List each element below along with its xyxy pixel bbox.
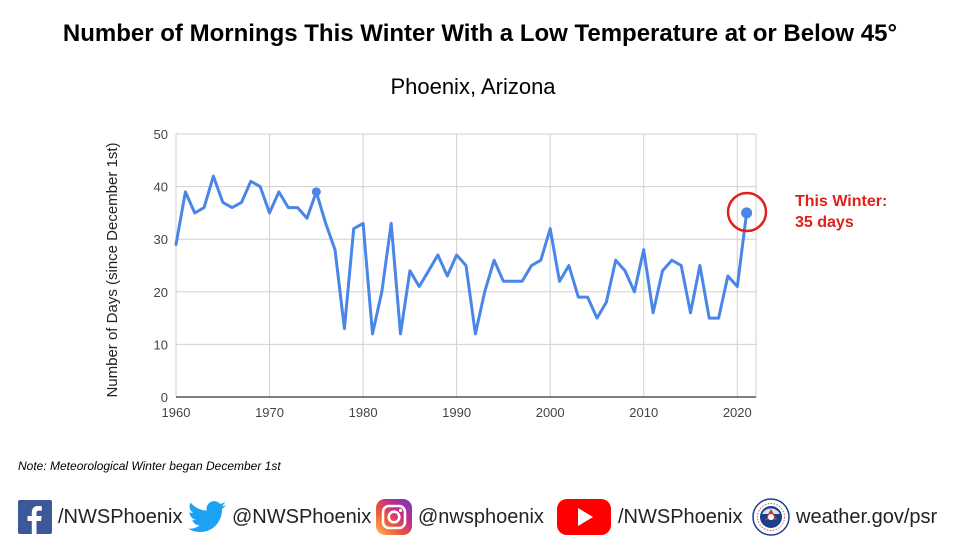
y-tick-label: 30	[154, 232, 168, 247]
annotation-line1: This Winter:	[795, 193, 888, 210]
facebook-link[interactable]: /NWSPhoenix	[18, 494, 183, 540]
highlight-ring	[726, 191, 768, 233]
twitter-icon	[188, 501, 226, 533]
nws-logo-icon	[752, 498, 790, 536]
twitter-link[interactable]: @NWSPhoenix	[188, 494, 371, 540]
annotation-callout: This Winter: 35 days	[795, 191, 887, 233]
series-line-path	[174, 174, 749, 336]
data-point	[741, 207, 753, 219]
gridlines	[175, 133, 757, 397]
y-axis-label: Number of Days (since December 1st)	[104, 142, 121, 397]
y-tick-label: 0	[161, 390, 168, 405]
y-tick-label: 50	[154, 127, 168, 142]
annotation-line2: 35 days	[795, 214, 854, 231]
x-tick-label: 2020	[723, 405, 752, 420]
twitter-handle: @NWSPhoenix	[232, 505, 372, 528]
website-url: weather.gov/psr	[796, 505, 938, 528]
series-line	[174, 174, 749, 336]
instagram-icon	[376, 499, 412, 535]
data-point	[311, 187, 321, 197]
x-tick-label: 1960	[162, 405, 191, 420]
footer-social-bar: /NWSPhoenix @NWSPhoenix @nwsphoenix	[0, 494, 960, 540]
youtube-handle: /NWSPhoenix	[618, 505, 743, 528]
facebook-icon	[18, 500, 52, 534]
x-tick-label: 2000	[536, 405, 565, 420]
chart-title: Number of Mornings This Winter With a Lo…	[62, 20, 898, 47]
y-tick-label: 40	[154, 180, 168, 195]
instagram-link[interactable]: @nwsphoenix	[376, 494, 544, 540]
tick-labels: 0 10 20 30 40 50 1960 1970 1980 1990 2000 2010 2020	[154, 127, 752, 420]
x-tick-label: 1980	[349, 405, 378, 420]
facebook-handle: /NWSPhoenix	[58, 505, 183, 528]
youtube-icon	[557, 499, 611, 535]
chart-subtitle: Phoenix, Arizona	[390, 74, 556, 99]
y-tick-label: 10	[154, 337, 168, 352]
x-tick-label: 2010	[629, 405, 658, 420]
youtube-link[interactable]: /NWSPhoenix	[556, 494, 743, 540]
x-tick-label: 1970	[255, 405, 284, 420]
y-tick-label: 20	[154, 285, 168, 300]
x-tick-label: 1990	[442, 405, 471, 420]
highlight-points	[311, 187, 753, 219]
footnote: Note: Meteorological Winter began Decemb…	[18, 459, 281, 473]
website-link[interactable]: weather.gov/psr	[752, 494, 937, 540]
instagram-handle: @nwsphoenix	[418, 505, 544, 528]
